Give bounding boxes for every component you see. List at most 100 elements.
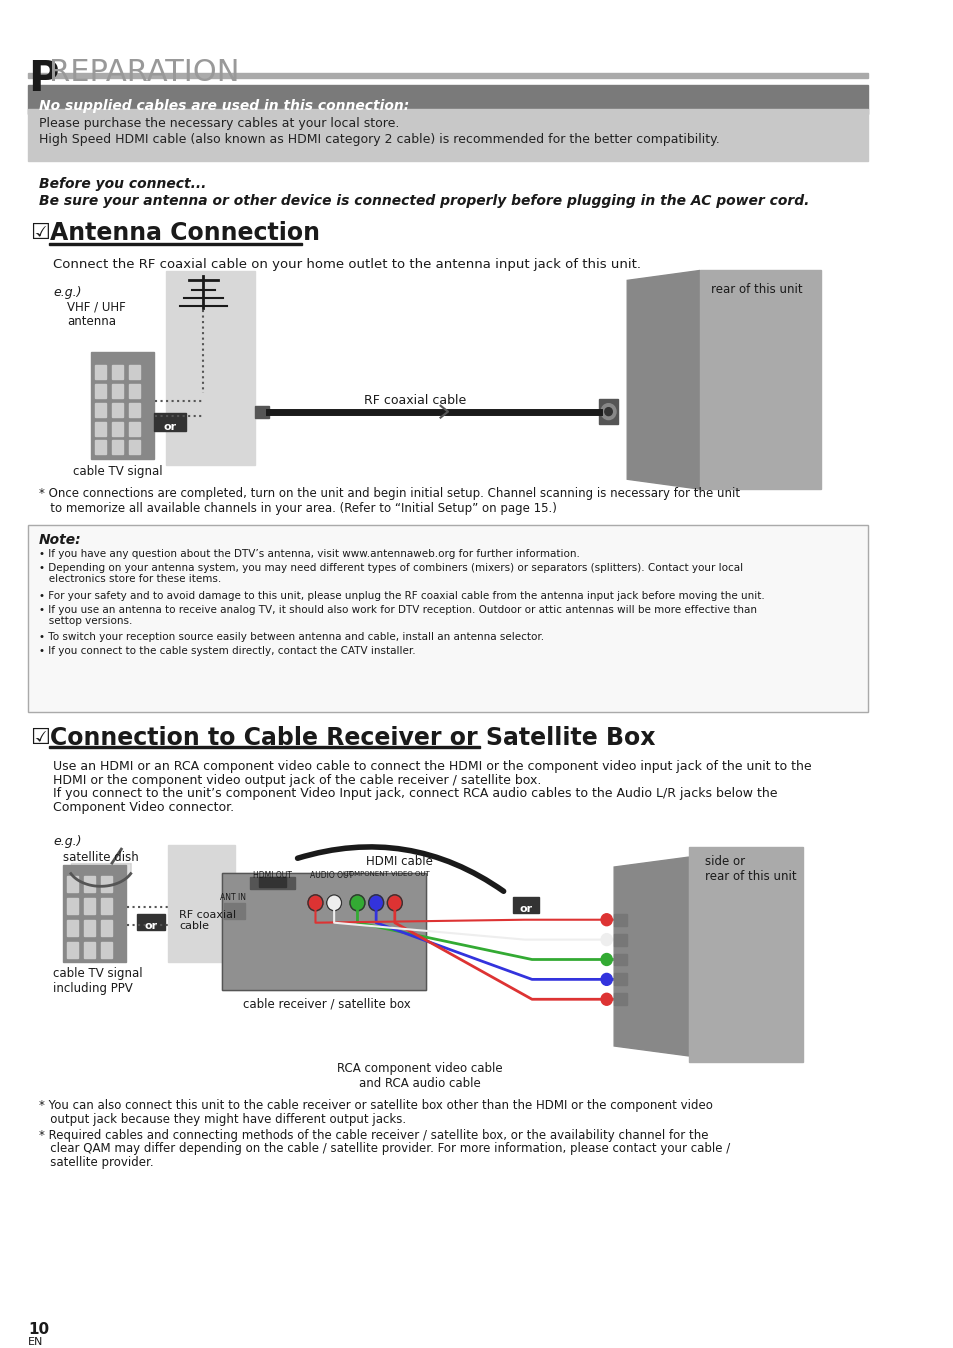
Text: • To switch your reception source easily between antenna and cable, install an a: • To switch your reception source easily… (39, 632, 544, 643)
Text: Please purchase the necessary cables at your local store.: Please purchase the necessary cables at … (39, 117, 399, 131)
Text: HDMI or the component video output jack of the cable receiver / satellite box.: HDMI or the component video output jack … (53, 774, 541, 787)
Text: * You can also connect this unit to the cable receiver or satellite box other th: * You can also connect this unit to the … (39, 1099, 712, 1112)
Bar (49, 745, 479, 748)
Bar (254, 406, 269, 418)
Bar (259, 878, 285, 887)
Bar (129, 441, 140, 454)
Text: RCA component video cable
and RCA audio cable: RCA component video cable and RCA audio … (336, 1062, 502, 1091)
Bar (101, 898, 112, 914)
Circle shape (600, 973, 612, 985)
Text: • If you connect to the cable system directly, contact the CATV installer.: • If you connect to the cable system dir… (39, 646, 416, 656)
Bar (112, 384, 123, 398)
Text: If you connect to the unit’s component Video Input jack, connect RCA audio cable: If you connect to the unit’s component V… (53, 787, 777, 801)
Bar (224, 903, 244, 919)
Bar (28, 85, 867, 115)
Bar (222, 874, 425, 991)
Circle shape (600, 934, 612, 945)
Circle shape (600, 953, 612, 965)
Text: Component Video connector.: Component Video connector. (53, 802, 234, 814)
Circle shape (368, 895, 383, 911)
Bar (614, 914, 626, 926)
Circle shape (604, 407, 612, 415)
Bar (67, 942, 78, 957)
Text: High Speed HDMI cable (also known as HDMI category 2 cable) is recommended for t: High Speed HDMI cable (also known as HDM… (39, 133, 720, 146)
Text: • Depending on your antenna system, you may need different types of combiners (m: • Depending on your antenna system, you … (39, 562, 742, 585)
Bar (129, 365, 140, 379)
Text: COMPONENT VIDEO OUT: COMPONENT VIDEO OUT (344, 871, 430, 878)
Bar (49, 243, 302, 244)
Text: • If you use an antenna to receive analog TV, it should also work for DTV recept: • If you use an antenna to receive analo… (39, 604, 757, 625)
Text: Note:: Note: (39, 532, 82, 547)
Circle shape (308, 895, 323, 911)
Text: REPARATION: REPARATION (50, 58, 240, 86)
Bar (250, 878, 294, 888)
Text: EN: EN (28, 1337, 43, 1348)
Text: Be sure your antenna or other device is connected properly before plugging in th: Be sure your antenna or other device is … (39, 194, 809, 208)
Text: * Required cables and connecting methods of the cable receiver / satellite box, : * Required cables and connecting methods… (39, 1128, 708, 1142)
Bar (614, 973, 626, 985)
Text: ☑: ☑ (30, 222, 50, 243)
Text: * Once connections are completed, turn on the unit and begin initial setup. Chan: * Once connections are completed, turn o… (39, 487, 740, 515)
Bar (700, 271, 821, 489)
Bar (513, 896, 538, 913)
Text: P: P (28, 58, 58, 100)
Text: or: or (145, 921, 157, 930)
Bar (112, 441, 123, 454)
Text: cable TV signal: cable TV signal (72, 465, 162, 479)
Bar (95, 384, 107, 398)
Text: ☑: ☑ (30, 728, 50, 748)
Bar (28, 109, 867, 160)
Text: Before you connect...: Before you connect... (39, 177, 207, 191)
Bar (688, 847, 801, 1062)
Circle shape (350, 895, 365, 911)
Bar (598, 399, 618, 423)
Text: clear QAM may differ depending on the cable / satellite provider. For more infor: clear QAM may differ depending on the ca… (39, 1143, 730, 1155)
Text: 10: 10 (28, 1322, 49, 1337)
Bar (95, 422, 107, 435)
Text: cable receiver / satellite box: cable receiver / satellite box (242, 998, 410, 1010)
Text: or: or (519, 903, 533, 914)
Bar (222, 874, 425, 991)
Text: No supplied cables are used in this connection:: No supplied cables are used in this conn… (39, 100, 409, 113)
Text: HDMI cable: HDMI cable (366, 855, 433, 868)
Bar (84, 942, 95, 957)
Bar (112, 365, 123, 379)
Text: satellite dish: satellite dish (63, 851, 138, 864)
Text: AUDIO OUT: AUDIO OUT (310, 871, 353, 880)
Bar (101, 942, 112, 957)
Bar (28, 73, 867, 78)
Bar (129, 422, 140, 435)
Text: HDMI OUT: HDMI OUT (253, 871, 292, 880)
Bar (614, 953, 626, 965)
Text: • For your safety and to avoid damage to this unit, please unplug the RF coaxial: • For your safety and to avoid damage to… (39, 590, 764, 601)
Text: • If you have any question about the DTV’s antenna, visit www.antennaweb.org for: • If you have any question about the DTV… (39, 549, 579, 559)
Bar (101, 919, 112, 936)
Bar (129, 384, 140, 398)
Text: satellite provider.: satellite provider. (39, 1157, 153, 1169)
Bar (95, 403, 107, 417)
Bar (67, 919, 78, 936)
Bar (112, 422, 123, 435)
Polygon shape (626, 271, 700, 489)
Bar (166, 271, 254, 465)
Bar (84, 898, 95, 914)
Bar (137, 914, 165, 930)
Bar (95, 441, 107, 454)
Bar (84, 919, 95, 936)
Text: Connect the RF coaxial cable on your home outlet to the antenna input jack of th: Connect the RF coaxial cable on your hom… (53, 257, 640, 271)
Circle shape (326, 895, 341, 911)
Bar (67, 876, 78, 892)
Bar (101, 876, 112, 892)
Text: e.g.): e.g.) (53, 286, 82, 299)
Text: RF coaxial
cable: RF coaxial cable (179, 910, 236, 931)
Text: e.g.): e.g.) (53, 836, 82, 848)
Circle shape (387, 895, 402, 911)
Bar (112, 403, 123, 417)
Text: ANT IN: ANT IN (220, 892, 246, 902)
Text: rear of this unit: rear of this unit (711, 283, 802, 297)
Bar (614, 934, 626, 945)
Polygon shape (614, 857, 688, 1055)
Bar (28, 524, 867, 712)
Text: or: or (163, 422, 176, 431)
Text: VHF / UHF
antenna: VHF / UHF antenna (67, 301, 126, 329)
